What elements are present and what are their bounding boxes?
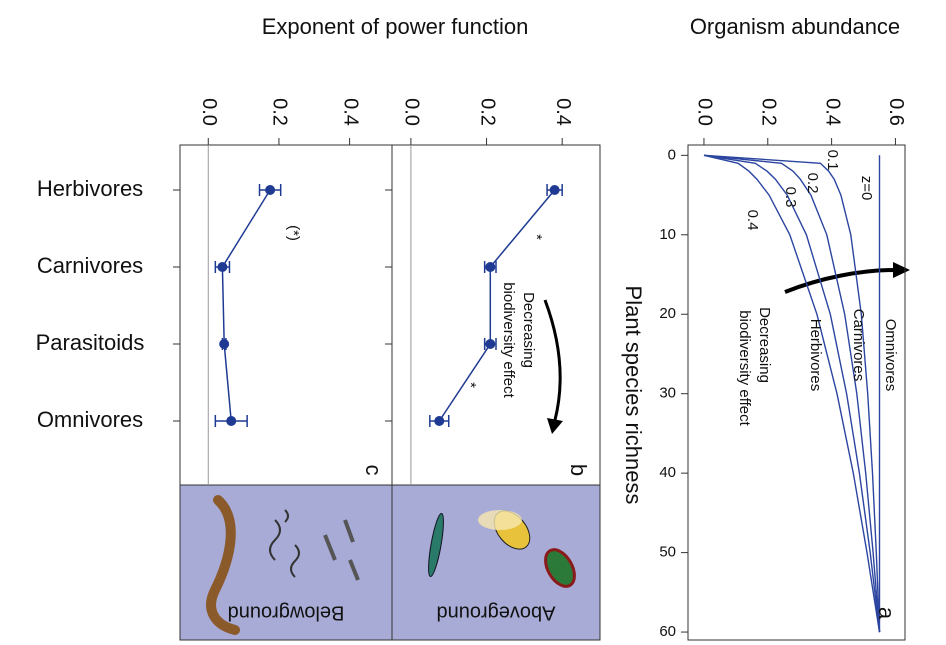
annotation: * [528,234,545,240]
curve-label: 0.1 [824,150,841,171]
connector [222,190,270,421]
annotation: Omnivores [882,319,899,392]
x-tick-label: 30 [659,385,676,402]
point [226,416,236,426]
arrow-head [547,418,563,434]
y-tick-label: 0.4 [552,98,574,126]
annotation: Decreasing [756,307,773,383]
y-axis-title: Exponent of power function [262,14,529,39]
y-axis-title: Organism abundance [690,14,900,39]
y-tick-label: 0.6 [885,98,907,126]
y-tick-label: 0.2 [269,98,291,126]
frame-c [180,145,392,485]
page: Organism abundance Plant species richnes… [0,0,946,645]
x-tick-label: 20 [659,305,676,322]
annotation: Carnivores [850,309,867,382]
curve [704,155,880,632]
annotation: * [462,382,479,388]
panel-label: Aboveground [437,602,556,624]
annotation: Decreasing [520,292,537,368]
point [265,185,275,195]
x-axis-title: Plant species richness [621,286,646,505]
point [434,416,444,426]
figure: Organism abundance Plant species richnes… [0,0,946,645]
annotation: a [874,607,899,620]
y-tick-label: 0.0 [694,98,716,126]
category-label: Herbivores [37,176,143,201]
x-tick-label: 60 [659,623,676,640]
annotation: b [566,464,591,476]
annotation: biodiversity effect [736,310,753,426]
x-tick-label: 40 [659,464,676,481]
y-tick-label: 0.4 [821,98,843,126]
y-tick-label: 0.2 [757,98,779,126]
annotation: biodiversity effect [500,282,517,398]
category-label: Carnivores [37,253,143,278]
curve [704,155,880,632]
arrow [785,270,895,292]
category-label: Omnivores [37,407,143,432]
y-tick-label: 0.2 [476,98,498,126]
annotation: (*) [285,225,302,241]
curve-label: 0.4 [744,210,761,231]
x-tick-label: 10 [659,226,676,243]
x-tick-label: 50 [659,544,676,561]
point [485,339,495,349]
curve-label: 0.2 [804,173,821,194]
point [550,185,560,195]
annotation: c [361,465,386,476]
curve [704,155,880,632]
y-tick-label: 0.4 [339,98,361,126]
y-tick-label: 0.0 [401,98,423,126]
annotation: Herbivores [807,319,824,392]
curve-label: z=0 [858,176,875,201]
arrow [545,300,560,420]
arrow-head [893,262,910,278]
frame-b [392,145,600,485]
curve-label: 0.3 [782,187,799,208]
point [217,262,227,272]
y-tick-label: 0.0 [198,98,220,126]
frame-a [688,145,905,640]
curve [704,155,880,632]
point [219,339,229,349]
x-tick-label: 0 [668,146,676,163]
panel-label: Belowground [228,602,345,624]
category-label: Parasitoids [36,330,145,355]
point [485,262,495,272]
